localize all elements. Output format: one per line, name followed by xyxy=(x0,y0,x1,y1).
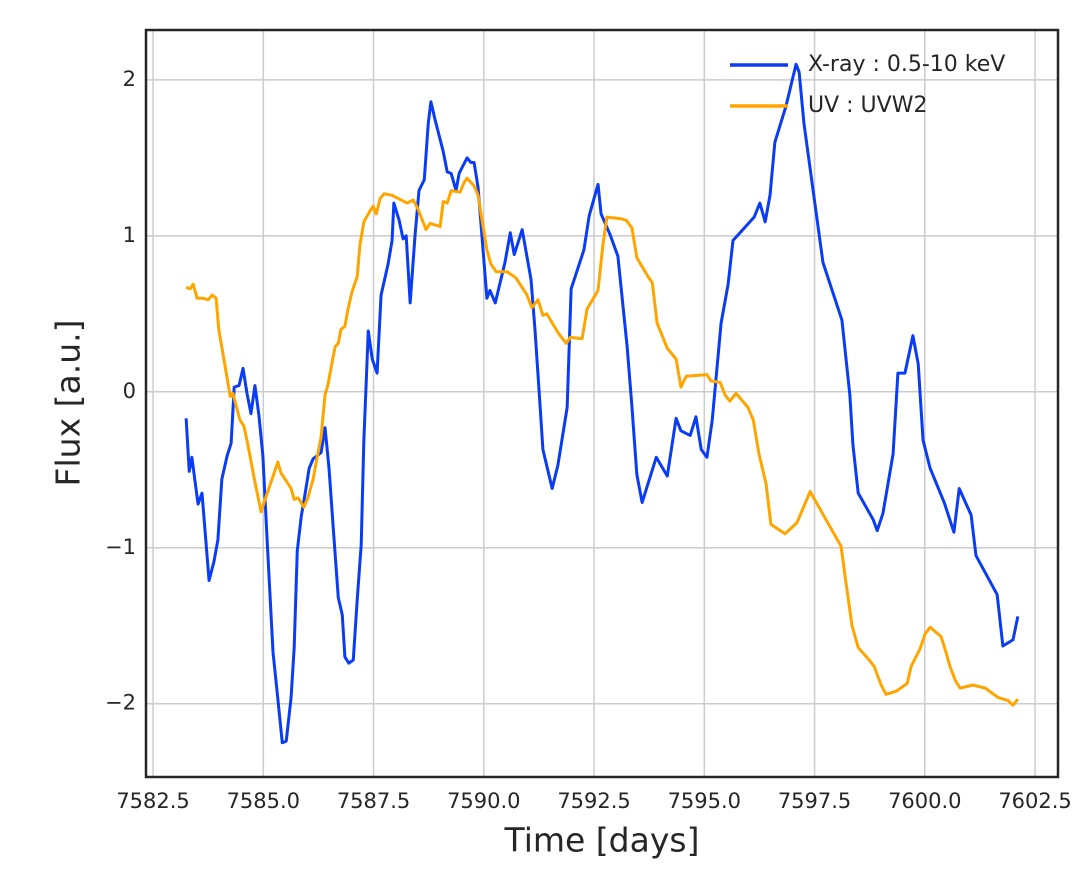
y-tick-label: 1 xyxy=(123,223,136,247)
x-tick-label: 7585.0 xyxy=(227,789,300,813)
x-tick-label: 7600.0 xyxy=(888,789,961,813)
plot-area xyxy=(184,62,1020,745)
x-tick-label: 7587.5 xyxy=(337,789,410,813)
x-tick-label: 7602.5 xyxy=(998,789,1071,813)
plot-frame xyxy=(144,28,1060,779)
grid xyxy=(146,30,1058,777)
x-tick-label: 7597.5 xyxy=(778,789,851,813)
x-tick-label: 7590.0 xyxy=(447,789,520,813)
data-line xyxy=(184,62,1020,745)
data-line xyxy=(185,176,1020,707)
legend-label: X-ray : 0.5-10 keV xyxy=(808,52,1005,77)
legend-label: UV : UVW2 xyxy=(808,93,927,118)
y-tick-label: 0 xyxy=(123,379,136,403)
y-tick-label: −1 xyxy=(105,535,136,559)
x-tick-label: 7595.0 xyxy=(668,789,741,813)
y-tick-label: 2 xyxy=(123,67,136,91)
x-tick-label: 7582.5 xyxy=(116,789,189,813)
legend: X-ray : 0.5-10 keV UV : UVW2 xyxy=(730,52,1005,118)
x-axis-label: Time [days] xyxy=(504,821,700,860)
x-tick-label: 7592.5 xyxy=(557,789,630,813)
tick-labels: 7582.5 7585.0 7587.5 7590.0 7592.5 7595.0 7597… xyxy=(105,67,1072,813)
y-axis-label: Flux [a.u.] xyxy=(49,320,88,487)
y-tick-label: −2 xyxy=(105,691,136,715)
